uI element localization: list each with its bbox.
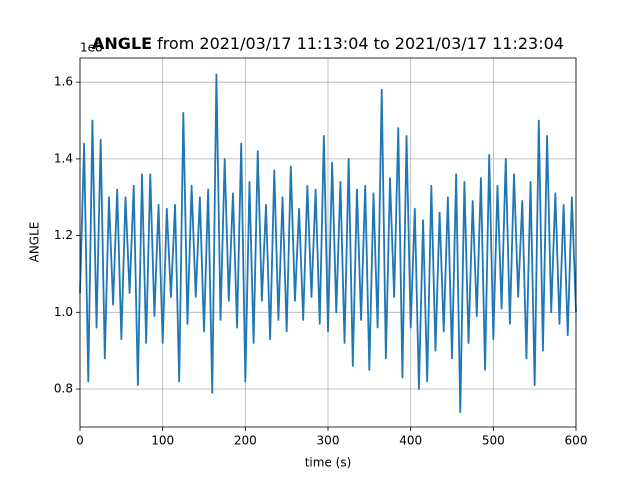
plot-frame <box>79 57 577 428</box>
y-axis-label: ANGLE <box>28 222 42 263</box>
x-tick-label: 500 <box>482 434 505 448</box>
data-line <box>79 73 577 413</box>
chart-title: ANGLE from 2021/03/17 11:13:04 to 2021/03… <box>92 34 564 53</box>
x-tick-label: 400 <box>399 434 422 448</box>
x-tick-label: 300 <box>317 434 340 448</box>
x-axis-label: time (s) <box>305 456 352 470</box>
y-offset-text: 1e8 <box>80 41 103 55</box>
title-rest: from 2021/03/17 11:13:04 to 2021/03/17 1… <box>157 34 564 53</box>
x-tick-label: 600 <box>565 434 588 448</box>
x-tick-label: 0 <box>76 434 84 448</box>
y-tick-label: 1.6 <box>54 75 73 89</box>
x-tick-label: 100 <box>151 434 174 448</box>
y-tick-label: 1.0 <box>54 305 73 319</box>
x-tick-label: 200 <box>234 434 257 448</box>
y-tick-label: 1.2 <box>54 228 73 242</box>
title-bold: ANGLE <box>92 34 152 53</box>
y-tick-label: 0.8 <box>54 382 73 396</box>
y-tick-label: 1.4 <box>54 151 73 165</box>
